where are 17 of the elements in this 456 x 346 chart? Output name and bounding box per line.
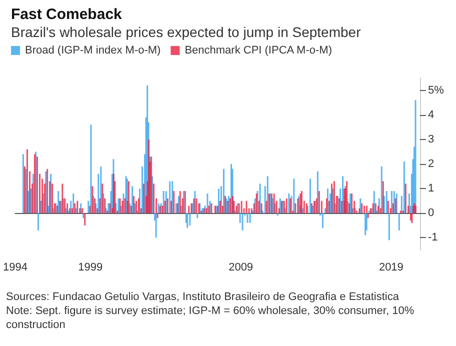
y-tick-label: 1	[428, 182, 434, 195]
y-tick-label: -1	[428, 232, 438, 244]
y-tick-label: 4	[428, 108, 434, 121]
y-tick-label: 5%	[428, 84, 444, 96]
x-tick-label: 2009	[228, 262, 254, 274]
x-tick-label: 2019	[378, 262, 404, 274]
x-tick-label: 1994	[2, 262, 28, 274]
x-tick-label: 1999	[78, 262, 103, 274]
y-tick-label: 3	[428, 133, 434, 146]
chart-subtitle: Brazil's wholesale prices expected to jump in September	[11, 24, 362, 40]
chart-title: Fast Comeback	[11, 6, 123, 23]
legend-label: Broad (IGP-M index M-o-M)	[25, 44, 161, 56]
y-tick-label: 2	[428, 158, 434, 170]
text: Note: Sept. figure is survey estimate; IGP-M = 60% wholesale, 30% consumer, 10% construction	[6, 305, 418, 331]
legend-label: Benchmark CPI (IPCA M-o-M)	[184, 44, 332, 56]
source-note: Sources: Fundacao Getulio Vargas, Instituto Brasileiro de Geografia e Estatistica	[6, 291, 400, 303]
y-tick-label: 0	[428, 207, 434, 220]
